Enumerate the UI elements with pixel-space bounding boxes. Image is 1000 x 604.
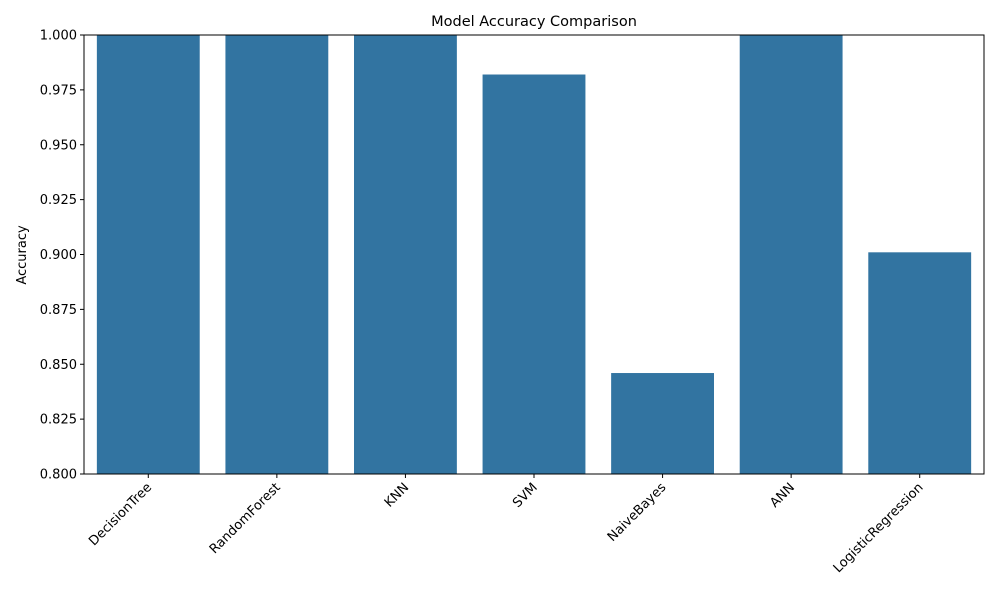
y-tick-label: 0.875 [40,303,77,318]
x-axis-ticks: DecisionTree RandomForest KNN SVM NaiveBayes… [86,474,927,576]
y-tick-label: 1.000 [40,29,77,44]
y-tick-label: 0.825 [40,413,77,428]
bar-naivebayes [611,373,714,474]
axes-spines [83,34,985,475]
y-tick-label: 0.850 [40,358,77,373]
x-tick-label: RandomForest [207,480,284,557]
y-tick-label: 0.900 [40,248,77,263]
x-tick-label: SVM [510,480,541,511]
bar-decisiontree [96,35,200,474]
y-tick-label: 0.925 [40,193,77,208]
bars-layer [96,35,972,474]
y-axis-label: Accuracy [15,225,30,285]
bar-logisticregression [868,252,972,474]
bar-ann [739,35,843,474]
y-tick-label: 0.950 [40,138,77,153]
y-tick-label: 0.975 [40,83,77,98]
x-tick-label: ANN [767,480,798,511]
y-tick-label: 0.800 [40,468,77,483]
x-tick-label: KNN [382,480,412,510]
bar-svm [482,74,586,474]
bar-knn [354,35,457,474]
x-tick-label: NaiveBayes [605,480,670,545]
chart-title: Model Accuracy Comparison [431,14,637,30]
bar-randomforest [225,35,329,474]
plot-frame [83,34,985,475]
x-tick-label: DecisionTree [86,480,155,549]
y-axis-ticks: 0.800 0.825 0.850 0.875 0.900 0.925 0.950 0.975… [40,29,84,483]
x-tick-label: LogisticRegression [831,480,927,576]
